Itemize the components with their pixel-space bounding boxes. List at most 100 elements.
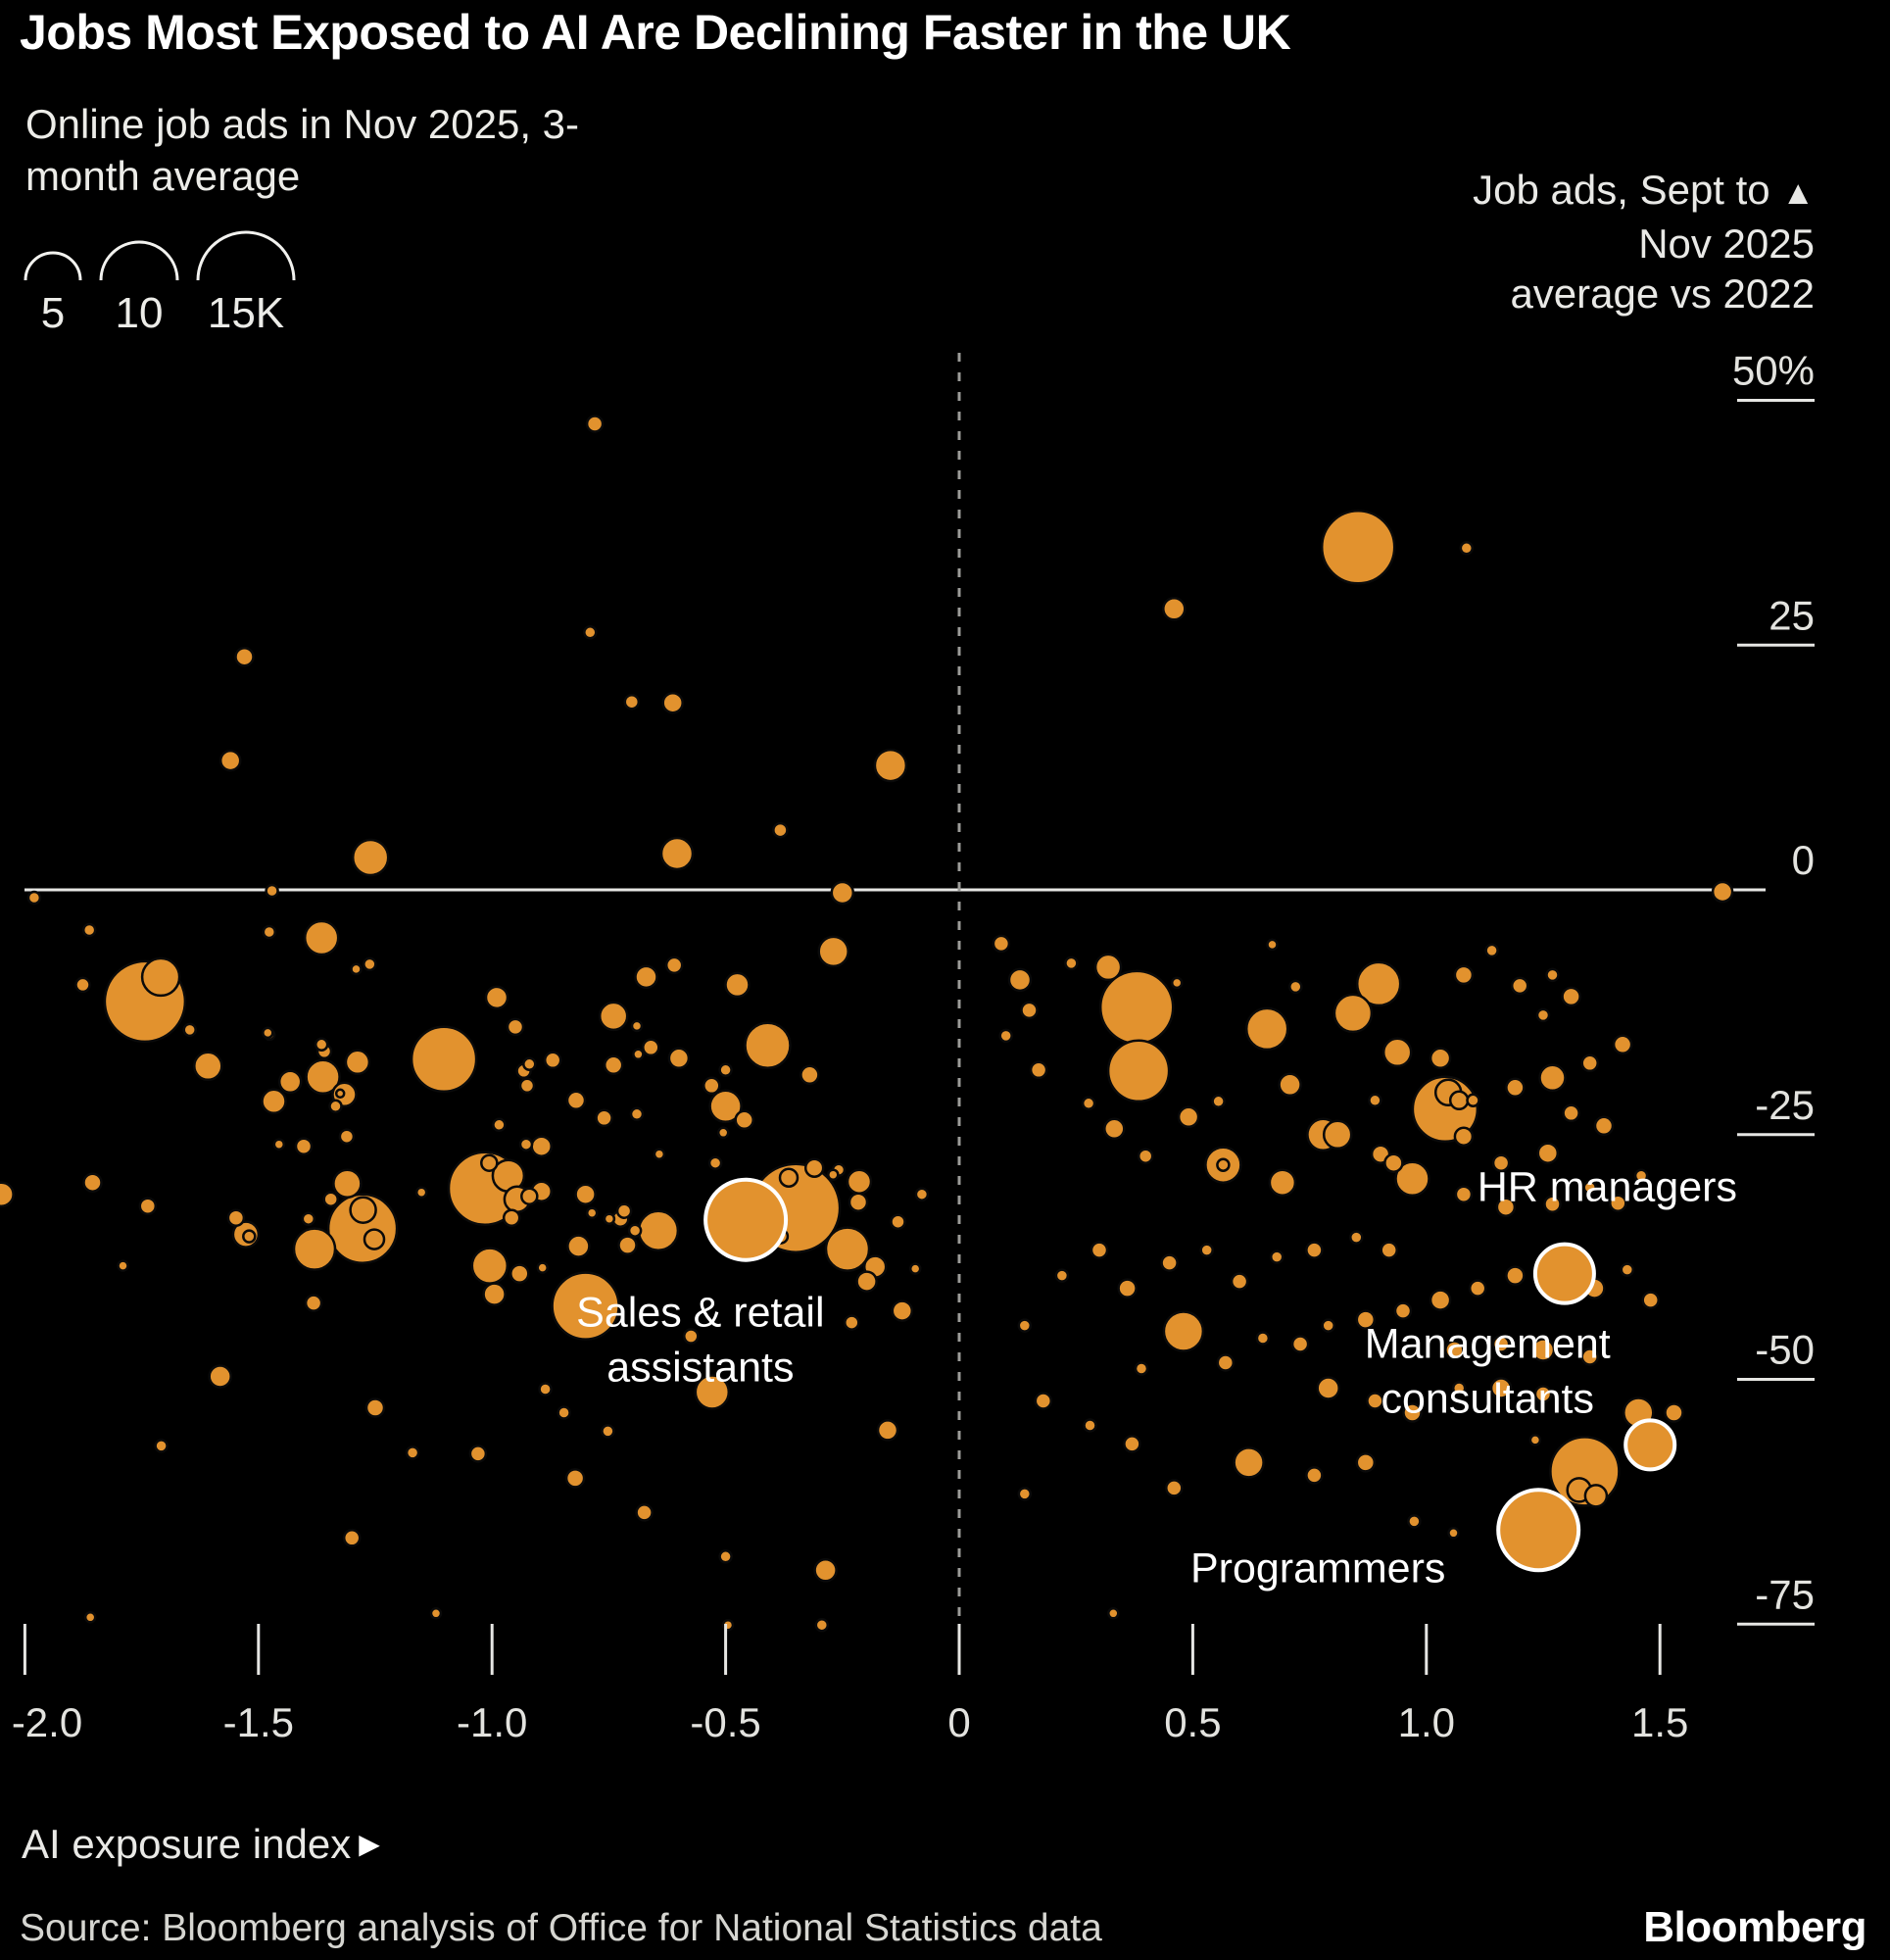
bubble: [601, 1424, 615, 1439]
bubble: [182, 1022, 197, 1038]
bubble: [1083, 1418, 1097, 1433]
x-tick-label: 1.0: [1398, 1699, 1455, 1745]
bubble: [468, 1445, 488, 1463]
bubble: [1321, 1318, 1335, 1333]
bubble: [637, 1209, 680, 1251]
bubble: [492, 1117, 507, 1133]
bubble: [1528, 1434, 1542, 1446]
bubble: [1244, 1006, 1289, 1052]
y-tick-label: 50%: [1732, 348, 1815, 394]
bubble: [1711, 880, 1734, 904]
highlight-bubble: [1532, 1242, 1596, 1305]
bubble: [1137, 1148, 1154, 1164]
bubble: [208, 1364, 232, 1389]
x-tick-label: -1.5: [223, 1699, 294, 1745]
bubble: [1543, 1195, 1562, 1213]
size-legend-arc: [196, 230, 296, 281]
bubble: [262, 924, 277, 940]
bubble: [351, 838, 390, 877]
bubble: [1383, 1152, 1404, 1173]
bubble: [667, 1047, 691, 1070]
size-legend-arc: [24, 251, 82, 281]
size-legend-label: 10: [116, 289, 164, 337]
bubble: [1495, 1197, 1517, 1217]
bubble: [813, 1558, 838, 1583]
bubble: [1093, 953, 1123, 982]
bubble: [484, 985, 509, 1010]
bubble: [1090, 1241, 1109, 1259]
bubble: [1123, 1435, 1141, 1453]
bubble: [82, 1172, 103, 1193]
bubble: [615, 1202, 633, 1219]
bubble: [218, 749, 242, 772]
annotation-label: HR managers: [1478, 1164, 1737, 1211]
bubble: [509, 1263, 530, 1284]
x-axis-title: AI exposure index ▶: [22, 1821, 380, 1868]
bubble: [1216, 1353, 1236, 1372]
bubble: [627, 1223, 643, 1238]
annotation-label: Programmers: [1190, 1544, 1445, 1592]
bubble: [1316, 1376, 1340, 1400]
bubble: [226, 1208, 246, 1227]
size-legend-layer: 5 10 15K: [24, 230, 296, 337]
bubble: [81, 922, 97, 938]
source-credit: Source: Bloomberg analysis of Office for…: [20, 1907, 1102, 1949]
bubble: [1580, 1054, 1599, 1073]
highlight-bubble: [1496, 1488, 1581, 1573]
y-axis-annotation-line2: Nov 2025: [1638, 220, 1815, 267]
right-triangle-icon: ▶: [359, 1829, 380, 1859]
size-legend-arc: [99, 240, 179, 281]
bubble: [26, 890, 42, 906]
size-legend-label: 5: [41, 289, 65, 337]
bubble: [778, 1167, 800, 1188]
bubble: [603, 1212, 616, 1225]
bubble: [583, 625, 598, 640]
bubble: [890, 1213, 906, 1230]
bubble: [543, 1051, 562, 1070]
highlight-bubble: [1623, 1418, 1677, 1472]
bubble: [1583, 1484, 1609, 1508]
bubble: [1333, 993, 1374, 1034]
bubble: [334, 1088, 346, 1100]
bubble: [1484, 943, 1499, 958]
annotation-label: Management: [1365, 1321, 1611, 1368]
bubble: [1593, 1115, 1615, 1137]
bubble: [530, 1135, 553, 1157]
bubble: [1355, 1452, 1377, 1473]
bubble: [1081, 1096, 1096, 1111]
bubble: [1545, 967, 1560, 983]
bubble: [83, 1611, 97, 1624]
bubble: [1177, 1105, 1200, 1129]
bubble: [328, 1099, 343, 1114]
bubble: [1162, 1310, 1205, 1352]
bubble: [1454, 1185, 1474, 1203]
bubble: [277, 1069, 303, 1095]
bubble: [272, 1138, 286, 1151]
bubble: [1609, 1194, 1627, 1212]
bubble: [1064, 956, 1079, 971]
bubble: [1290, 1335, 1310, 1353]
bubble: [1407, 1514, 1422, 1529]
bubble: [1394, 1160, 1430, 1197]
bubble: [1664, 1402, 1684, 1423]
bubble: [1216, 1157, 1231, 1172]
bubble: [193, 1051, 223, 1082]
bubble: [405, 1446, 420, 1460]
bubble: [414, 1186, 428, 1199]
bubble: [522, 1056, 537, 1072]
bubble: [322, 1191, 339, 1207]
bubble: [1117, 1278, 1138, 1298]
bubble: [1562, 1103, 1580, 1123]
bubble: [1530, 1338, 1556, 1362]
bubble: [1381, 1037, 1413, 1068]
bubble: [1017, 1487, 1033, 1501]
bubble: [908, 1262, 922, 1275]
bubble: [1561, 986, 1581, 1007]
bubble: [1580, 1348, 1599, 1366]
annotation-label: assistants: [606, 1345, 794, 1392]
bubble: [1468, 1279, 1487, 1298]
annotations-layer: Sales & retail assistants HR managers Manag…: [576, 1164, 1737, 1592]
axis-lines-layer: [24, 353, 1766, 1619]
bubble: [629, 1106, 645, 1122]
y-tick-label: 0: [1792, 837, 1815, 883]
